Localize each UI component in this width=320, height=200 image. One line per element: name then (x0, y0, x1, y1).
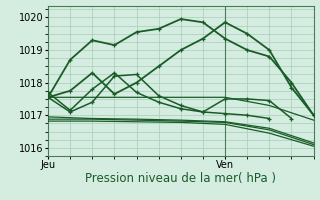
X-axis label: Pression niveau de la mer( hPa ): Pression niveau de la mer( hPa ) (85, 172, 276, 185)
